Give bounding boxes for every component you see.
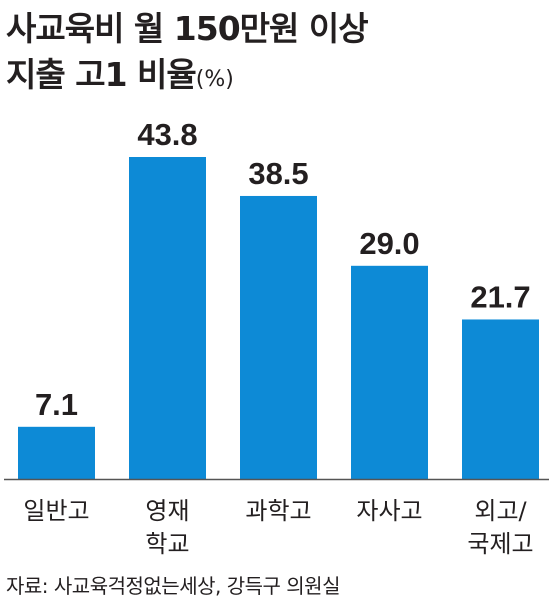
category-label-4-line-1: 국제고 [467, 530, 533, 558]
category-label-1-line-0: 영재 [145, 497, 189, 525]
title-line-2-text: 지출 고1 비율 [6, 55, 197, 94]
title-line-2: 지출 고1 비율(%) [6, 52, 368, 103]
bar-4 [462, 319, 539, 479]
value-label-4: 21.7 [470, 279, 530, 314]
value-label-2: 38.5 [248, 156, 308, 191]
title-line-1: 사교육비 월 150만원 이상 [6, 9, 369, 48]
category-label-0: 일반고 [23, 497, 89, 525]
source-note: 자료: 사교육걱정없는세상, 강득구 의원실 [6, 574, 340, 598]
value-label-1: 43.8 [137, 117, 197, 152]
value-label-3: 29.0 [359, 226, 419, 261]
value-label-0: 7.1 [35, 387, 78, 422]
category-label-3: 자사고 [356, 497, 422, 525]
bar-1 [129, 157, 206, 479]
category-label-4-line-0: 외고/ [474, 497, 527, 525]
chart-title: 사교육비 월 150만원 이상 지출 고1 비율(%) [6, 6, 369, 103]
bar-0 [18, 426, 95, 479]
category-label-1-line-1: 학교 [145, 530, 189, 558]
bar-2 [240, 195, 317, 479]
category-label-2: 과학고 [245, 497, 311, 525]
title-unit: (%) [195, 67, 234, 92]
bar-3 [351, 265, 428, 479]
